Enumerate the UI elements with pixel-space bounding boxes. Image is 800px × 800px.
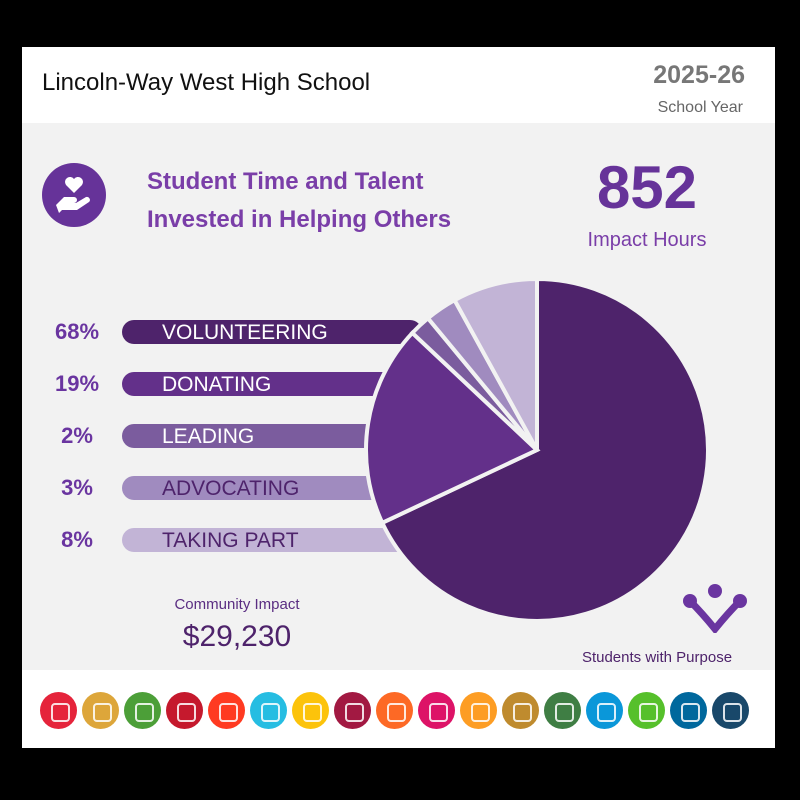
legend-percent: 19% bbox=[54, 371, 100, 396]
impact-hours-value: 852 bbox=[596, 154, 698, 221]
community-impact-label: Community Impact bbox=[174, 596, 300, 613]
headline-line-2: Invested in Helping Others bbox=[147, 206, 452, 233]
legend-label: ADVOCATING bbox=[162, 477, 300, 500]
header: Lincoln-Way West High School 2025-26 Sch… bbox=[22, 47, 775, 123]
sdg-goal-4-icon bbox=[166, 692, 203, 729]
legend-bar-taking-part: TAKING PART bbox=[122, 528, 422, 552]
sdg-goal-7-icon bbox=[292, 692, 329, 729]
headline-line-1: Student Time and Talent bbox=[147, 168, 424, 195]
sdg-goal-1-icon bbox=[40, 692, 77, 729]
students-with-purpose-logo-icon bbox=[683, 584, 747, 633]
infographic-card: Lincoln-Way West High School 2025-26 Sch… bbox=[22, 47, 775, 748]
sdg-goal-6-icon bbox=[250, 692, 287, 729]
legend-label: TAKING PART bbox=[162, 529, 299, 552]
sdg-goal-14-icon bbox=[586, 692, 623, 729]
sdg-icons-row bbox=[40, 692, 749, 729]
sdg-goal-15-icon bbox=[628, 692, 665, 729]
sdg-goal-16-icon bbox=[670, 692, 707, 729]
school-year: 2025-26 bbox=[653, 61, 745, 89]
sdg-goal-3-icon bbox=[124, 692, 161, 729]
sdg-goal-17-icon bbox=[712, 692, 749, 729]
pie-slice-volunteering bbox=[379, 276, 710, 623]
legend-percent: 8% bbox=[61, 527, 93, 552]
legend-percent: 3% bbox=[61, 475, 93, 500]
main-panel: Student Time and Talent Invested in Help… bbox=[22, 123, 775, 670]
sdg-goal-10-icon bbox=[418, 692, 455, 729]
legend-bar-volunteering: VOLUNTEERING bbox=[122, 320, 422, 344]
sdg-goal-2-icon bbox=[82, 692, 119, 729]
legend-bar-donating: DONATING bbox=[122, 372, 422, 396]
legend-label: LEADING bbox=[162, 425, 255, 448]
legend-percent: 68% bbox=[54, 319, 100, 344]
school-name: Lincoln-Way West High School bbox=[42, 69, 371, 96]
sdg-goal-9-icon bbox=[376, 692, 413, 729]
impact-hours-label: Impact Hours bbox=[587, 229, 707, 251]
sdg-goal-13-icon bbox=[544, 692, 581, 729]
pie-chart bbox=[364, 276, 710, 623]
heart-in-hand-icon bbox=[42, 163, 106, 227]
sdg-goal-8-icon bbox=[334, 692, 371, 729]
pie-slice-taking-part bbox=[451, 276, 539, 451]
headline-title: Student Time and Talent Invested in Help… bbox=[147, 163, 451, 239]
legend-label: DONATING bbox=[162, 373, 272, 396]
legend-percent: 2% bbox=[61, 423, 93, 448]
school-year-label: School Year bbox=[657, 99, 743, 116]
sdg-goal-5-icon bbox=[208, 692, 245, 729]
sdg-goal-12-icon bbox=[502, 692, 539, 729]
brand-name: Students with Purpose bbox=[581, 649, 733, 666]
sdg-goal-11-icon bbox=[460, 692, 497, 729]
pie-slice-donating bbox=[364, 330, 541, 526]
legend-label: VOLUNTEERING bbox=[162, 321, 328, 344]
community-impact-value: $29,230 bbox=[182, 620, 292, 653]
